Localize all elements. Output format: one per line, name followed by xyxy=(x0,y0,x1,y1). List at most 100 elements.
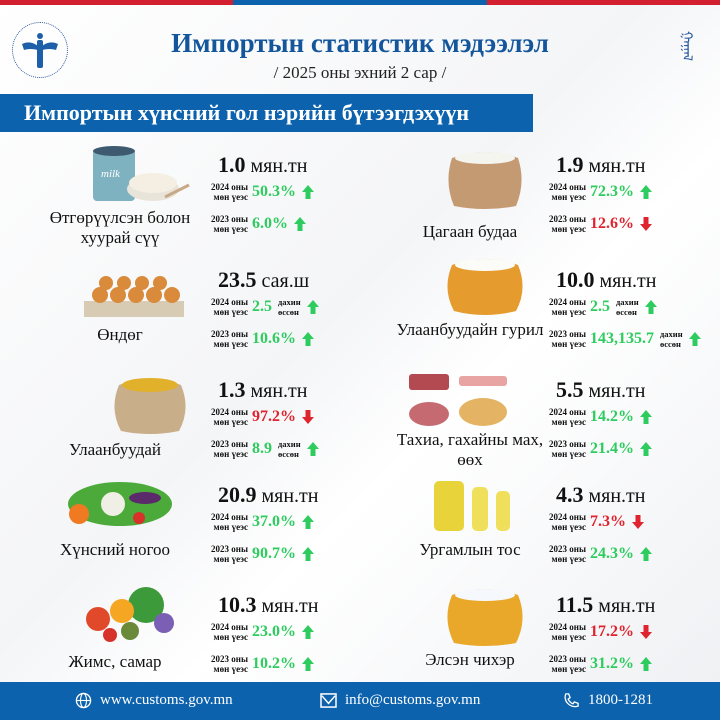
amount-value: 10.0 xyxy=(556,267,595,292)
comparison-label: 2024 оны мөн үеэс xyxy=(549,407,586,427)
import-amount: 1.9 мян.тн xyxy=(556,152,646,178)
phone-number[interactable]: 1800-1281 xyxy=(588,692,653,708)
phone-icon xyxy=(564,693,579,708)
arrow-down-icon xyxy=(640,217,652,231)
import-amount: 5.5 мян.тн xyxy=(556,377,646,403)
arrow-up-icon xyxy=(302,625,314,639)
comparison-value: 7.3% xyxy=(590,513,626,530)
arrow-up-icon xyxy=(644,300,657,314)
amount-unit: мян.тн xyxy=(588,485,646,507)
comparison-value: 31.2% xyxy=(590,655,634,672)
import-amount: 10.3 мян.тн xyxy=(218,592,319,618)
milk-powder-icon: milk xyxy=(85,145,195,207)
blue-segment xyxy=(233,0,487,5)
svg-text:milk: milk xyxy=(101,168,121,180)
amount-value: 23.5 xyxy=(218,267,257,292)
comparison-vs2024: 2024 оны мөн үеэс 23.0% xyxy=(202,618,314,646)
comparison-label: 2024 оны мөн үеэс xyxy=(211,297,248,317)
product-card: Цагаан будаа 1.9 мян.тн 2024 оны мөн үеэс 72… xyxy=(360,140,720,250)
times-grew-label: дахин өссөн xyxy=(660,329,683,349)
comparison-vs2024: 2024 оны мөн үеэс 97.2% xyxy=(202,403,314,431)
arrow-up-icon xyxy=(294,217,306,231)
import-amount: 4.3 мян.тн xyxy=(556,482,646,508)
product-card: Улаанбуудай 1.3 мян.тн 2024 оны мөн үеэс 97.… xyxy=(0,365,360,475)
amount-unit: мян.тн xyxy=(588,380,646,402)
email-link[interactable]: info@customs.gov.mn xyxy=(345,692,481,708)
comparison-vs2023: 2023 оны мөн үеэс 90.7% xyxy=(202,540,314,568)
comparison-value: 50.3% xyxy=(252,183,296,200)
amount-unit: мян.тн xyxy=(261,485,319,507)
import-amount: 11.5 мян.тн xyxy=(556,592,655,618)
oil-bottles-icon xyxy=(430,475,540,537)
comparison-value: 143,135.7 xyxy=(590,330,654,347)
globe-icon xyxy=(75,692,92,709)
comparison-label: 2023 оны мөн үеэс xyxy=(211,329,248,349)
times-grew-label: дахин өссөн xyxy=(278,439,301,459)
mongolian-script: ᠭᠠᠭᠠᠯ xyxy=(680,31,695,61)
comparison-label: 2023 оны мөн үеэс xyxy=(549,439,586,459)
product-name: Өндөг xyxy=(97,325,143,344)
arrow-up-icon xyxy=(302,332,314,346)
import-amount: 1.3 мян.тн xyxy=(218,377,308,403)
comparison-label: 2023 оны мөн үеэс xyxy=(211,439,248,459)
comparison-vs2024: 2024 оны мөн үеэс 2.5 дахин өссөн xyxy=(202,293,319,321)
comparison-vs2023: 2023 оны мөн үеэс 6.0% xyxy=(202,210,306,238)
comparison-value: 21.4% xyxy=(590,440,634,457)
product-name: Улаанбуудайн гурил xyxy=(396,320,544,339)
comparison-label: 2023 оны мөн үеэс xyxy=(549,654,586,674)
footer-phone[interactable]: 1800-1281 xyxy=(563,692,653,709)
comparison-vs2023: 2023 оны мөн үеэс 10.2% xyxy=(202,650,314,678)
comparison-value: 23.0% xyxy=(252,623,296,640)
comparison-label: 2024 оны мөн үеэс xyxy=(549,622,586,642)
banner-text: Импортын хүнсний гол нэрийн бүтээгдэхүүн xyxy=(24,100,470,125)
import-amount: 23.5 сая.ш xyxy=(218,267,309,293)
comparison-vs2024: 2024 оны мөн үеэс 7.3% xyxy=(540,508,644,536)
comparison-vs2023: 2023 оны мөн үеэс 12.6% xyxy=(540,210,652,238)
customs-logo xyxy=(12,22,68,78)
comparison-vs2023: 2023 оны мөн үеэс 8.9 дахин өссөн xyxy=(202,435,319,463)
arrow-up-icon xyxy=(640,442,652,456)
amount-value: 1.3 xyxy=(218,377,246,402)
comparison-label: 2024 оны мөн үеэс xyxy=(549,297,586,317)
comparison-value: 12.6% xyxy=(590,215,634,232)
fruits-icon xyxy=(80,585,190,647)
section-banner: Импортын хүнсний гол нэрийн бүтээгдэхүүн xyxy=(0,94,533,132)
arrow-up-icon xyxy=(302,657,314,671)
comparison-label: 2024 оны мөн үеэс xyxy=(211,407,248,427)
product-card: Жимс, самар 10.3 мян.тн 2024 оны мөн үеэс 23… xyxy=(0,580,360,690)
amount-value: 1.9 xyxy=(556,152,584,177)
comparison-label: 2023 оны мөн үеэс xyxy=(211,214,248,234)
comparison-vs2023: 2023 оны мөн үеэс 21.4% xyxy=(540,435,652,463)
footer-email[interactable]: info@customs.gov.mn xyxy=(320,692,480,709)
product-card: Хүнсний ногоо 20.9 мян.тн 2024 оны мөн үеэс… xyxy=(0,470,360,580)
egg-tray-icon xyxy=(80,265,190,327)
arrow-up-icon xyxy=(302,515,314,529)
amount-unit: мян.тн xyxy=(599,270,657,292)
customs-emblem-icon xyxy=(22,33,58,68)
amount-unit: мян.тн xyxy=(250,155,308,177)
import-amount: 10.0 мян.тн xyxy=(556,267,657,293)
product-name: Өтгөрүүлсэн болон хуурай сүү xyxy=(49,208,191,247)
product-card: Өндөг 23.5 сая.ш 2024 оны мөн үеэс 2.5 дахин ө… xyxy=(0,255,360,365)
comparison-label: 2023 оны мөн үеэс xyxy=(211,654,248,674)
comparison-value: 17.2% xyxy=(590,623,634,640)
comparison-value: 10.2% xyxy=(252,655,296,672)
arrow-up-icon xyxy=(688,332,701,346)
arrow-up-icon xyxy=(302,185,314,199)
comparison-value: 72.3% xyxy=(590,183,634,200)
amount-value: 10.3 xyxy=(218,592,257,617)
flour-sack-icon xyxy=(430,255,540,317)
mail-icon xyxy=(320,693,337,708)
footer-website[interactable]: www.customs.gov.mn xyxy=(75,692,233,709)
comparison-label: 2023 оны мөн үеэс xyxy=(549,214,586,234)
comparison-vs2024: 2024 оны мөн үеэс 37.0% xyxy=(202,508,314,536)
product-card: Тахиа, гахайны мах, өөх 5.5 мян.тн 2024 он… xyxy=(360,365,720,475)
times-grew-label: дахин өссөн xyxy=(616,297,639,317)
amount-unit: сая.ш xyxy=(261,270,310,292)
product-name: Элсэн чихэр xyxy=(425,650,515,669)
times-grew-label: дахин өссөн xyxy=(278,297,301,317)
comparison-vs2024: 2024 оны мөн үеэс 17.2% xyxy=(540,618,652,646)
website-link[interactable]: www.customs.gov.mn xyxy=(100,692,233,708)
amount-value: 4.3 xyxy=(556,482,584,507)
amount-unit: мян.тн xyxy=(588,155,646,177)
